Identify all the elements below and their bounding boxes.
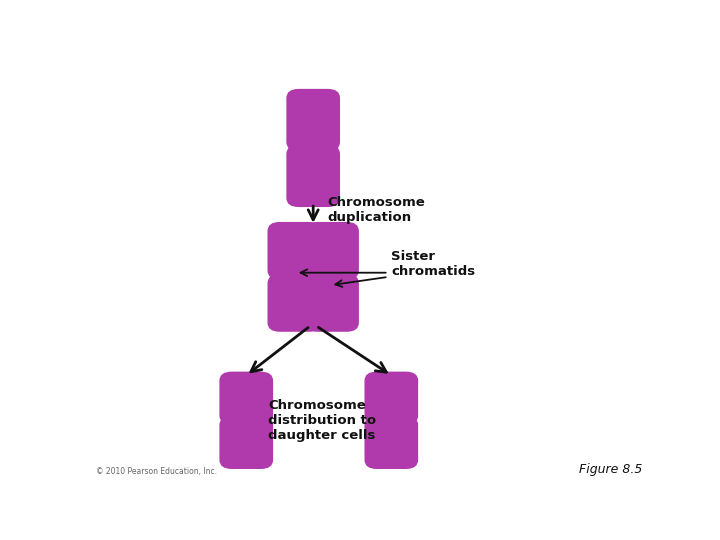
Text: Chromosome
duplication: Chromosome duplication <box>327 197 425 224</box>
FancyBboxPatch shape <box>268 222 321 280</box>
FancyBboxPatch shape <box>220 372 273 425</box>
FancyBboxPatch shape <box>305 222 359 280</box>
FancyBboxPatch shape <box>287 145 340 207</box>
FancyBboxPatch shape <box>312 261 351 293</box>
Text: Sister
chromatids: Sister chromatids <box>392 251 475 279</box>
FancyBboxPatch shape <box>372 407 410 434</box>
Text: Figure 8.5: Figure 8.5 <box>579 463 642 476</box>
FancyBboxPatch shape <box>294 132 333 164</box>
FancyBboxPatch shape <box>268 274 321 332</box>
FancyBboxPatch shape <box>220 416 273 469</box>
FancyBboxPatch shape <box>275 261 314 293</box>
FancyBboxPatch shape <box>364 372 418 425</box>
Text: © 2010 Pearson Education, Inc.: © 2010 Pearson Education, Inc. <box>96 468 217 476</box>
FancyBboxPatch shape <box>227 407 266 434</box>
FancyBboxPatch shape <box>364 416 418 469</box>
Text: Chromosome
distribution to
daughter cells: Chromosome distribution to daughter cell… <box>268 399 376 442</box>
FancyBboxPatch shape <box>287 89 340 151</box>
FancyBboxPatch shape <box>305 274 359 332</box>
